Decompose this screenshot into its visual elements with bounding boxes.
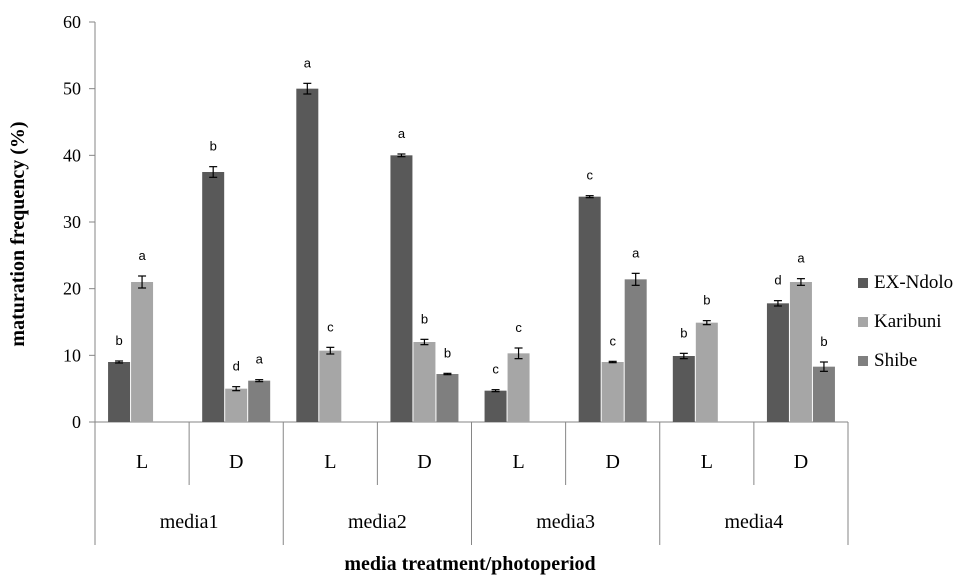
bar xyxy=(789,282,812,422)
significance-letter: c xyxy=(586,168,593,183)
significance-letter: b xyxy=(680,325,687,340)
bar xyxy=(248,380,271,422)
bar xyxy=(695,322,718,422)
significance-letter: a xyxy=(632,245,640,260)
significance-letter: b xyxy=(421,311,428,326)
x-tick-label: L xyxy=(701,451,713,473)
x-group-label: media2 xyxy=(348,511,407,533)
bar xyxy=(319,350,342,422)
bar xyxy=(131,282,154,422)
x-tick-label: D xyxy=(229,451,243,473)
y-tick-label: 30 xyxy=(63,212,81,232)
x-group-label: media3 xyxy=(536,511,595,533)
bar xyxy=(108,362,131,422)
legend: EX-Ndolo Karibuni Shibe xyxy=(858,272,953,371)
significance-letter: b xyxy=(444,345,451,360)
bar xyxy=(578,196,601,422)
x-group-label: media1 xyxy=(160,511,219,533)
y-tick-label: 0 xyxy=(72,412,81,432)
legend-swatch xyxy=(858,278,868,288)
significance-letter: b xyxy=(115,333,122,348)
x-axis-label: media treatment/photoperiod xyxy=(344,553,595,575)
legend-label: Karibuni xyxy=(874,311,942,332)
bar xyxy=(624,279,647,422)
x-tick-label: L xyxy=(324,451,336,473)
significance-letter: d xyxy=(233,359,240,374)
x-tick-label: D xyxy=(605,451,619,473)
significance-letter: c xyxy=(515,320,522,335)
significance-letter: a xyxy=(797,251,805,266)
significance-letter: a xyxy=(398,126,406,141)
x-tick-label: L xyxy=(512,451,524,473)
bar xyxy=(672,356,695,422)
y-axis-label: maturation frequency (%) xyxy=(7,121,29,346)
bar xyxy=(225,388,248,422)
bar xyxy=(601,362,624,422)
significance-letter: c xyxy=(327,319,334,334)
x-tick-label: D xyxy=(417,451,431,473)
significance-letter: d xyxy=(774,273,781,288)
significance-letter: b xyxy=(210,139,217,154)
x-group-label: media4 xyxy=(724,511,783,533)
significance-letter: b xyxy=(820,334,827,349)
bar xyxy=(812,366,835,422)
bar xyxy=(436,374,459,422)
y-tick-label: 40 xyxy=(63,145,81,165)
legend-swatch xyxy=(858,356,868,366)
x-tick-label: D xyxy=(794,451,808,473)
significance-letter: a xyxy=(256,352,264,367)
significance-letter: a xyxy=(138,248,146,263)
legend-swatch xyxy=(858,317,868,327)
bar xyxy=(484,390,507,422)
bar xyxy=(413,342,436,422)
significance-letter: a xyxy=(304,55,312,70)
bar xyxy=(296,88,319,423)
legend-label: EX-Ndolo xyxy=(874,272,953,293)
bar xyxy=(202,172,225,422)
y-tick-label: 10 xyxy=(63,345,81,365)
significance-letter: c xyxy=(492,362,499,377)
bar xyxy=(390,155,413,423)
bar xyxy=(766,303,789,422)
significance-letter: b xyxy=(703,293,710,308)
y-tick-label: 60 xyxy=(63,12,81,32)
x-tick-label: L xyxy=(136,451,148,473)
significance-letter: c xyxy=(609,333,616,348)
legend-label: Shibe xyxy=(874,350,917,371)
y-tick-label: 50 xyxy=(63,79,81,99)
y-tick-label: 20 xyxy=(63,279,81,299)
bar xyxy=(507,353,530,422)
